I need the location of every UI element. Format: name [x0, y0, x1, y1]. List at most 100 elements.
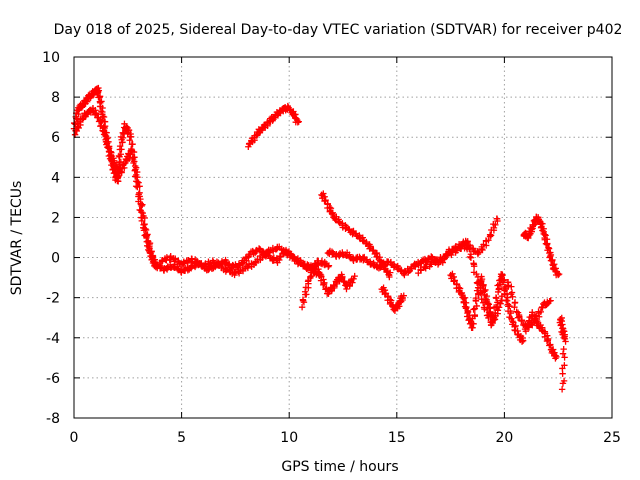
data-point: [514, 314, 522, 321]
series-track-late-end: [556, 314, 569, 393]
x-tick-label: 5: [177, 430, 186, 446]
data-point: [558, 386, 566, 393]
series-track-dip-15h: [378, 284, 407, 314]
x-tick-label: 25: [603, 430, 621, 446]
data-point: [522, 328, 530, 335]
data-point: [115, 173, 122, 180]
data-point: [345, 225, 352, 233]
data-point: [511, 304, 518, 311]
data-point: [335, 218, 342, 225]
data-point: [474, 273, 482, 281]
data-point: [432, 259, 439, 266]
data-point: [196, 260, 203, 267]
data-point: [338, 274, 346, 281]
data-point: [325, 263, 332, 270]
x-axis-label: GPS time / hours: [281, 459, 398, 475]
data-point: [466, 246, 473, 253]
data-point: [92, 110, 100, 117]
data-point: [467, 254, 475, 261]
data-point: [105, 145, 113, 152]
data-point: [471, 311, 479, 319]
data-point: [546, 342, 553, 349]
data-point: [450, 278, 457, 285]
data-point: [116, 142, 124, 150]
data-point: [559, 350, 567, 357]
data-point: [104, 143, 112, 151]
data-point: [109, 160, 117, 167]
data-point: [470, 262, 478, 270]
data-point: [304, 265, 312, 272]
data-point: [336, 253, 343, 260]
data-point: [559, 380, 567, 387]
data-point: [97, 107, 105, 115]
y-tick-label: 0: [51, 251, 60, 267]
data-point: [488, 321, 495, 329]
y-tick-label: 2: [51, 210, 60, 226]
data-point: [319, 281, 327, 289]
data-point: [121, 164, 128, 172]
data-point: [562, 338, 569, 345]
data-point: [137, 195, 144, 203]
data-point: [129, 140, 136, 148]
data-point: [560, 334, 568, 342]
data-point: [494, 307, 502, 314]
data-points: [70, 84, 569, 393]
data-point: [146, 240, 154, 247]
data-point: [381, 290, 388, 298]
y-tick-label: 8: [51, 90, 60, 106]
data-point: [110, 159, 118, 166]
data-point: [400, 292, 407, 299]
data-point: [478, 277, 485, 285]
data-point: [542, 240, 550, 247]
data-point: [95, 94, 102, 101]
data-point: [299, 296, 307, 303]
data-point: [261, 251, 268, 259]
data-point: [204, 266, 212, 274]
data-point: [519, 337, 526, 344]
data-point: [72, 127, 79, 135]
data-point: [482, 286, 489, 294]
data-point: [477, 289, 485, 296]
data-point: [478, 296, 485, 303]
y-tick-label: -2: [46, 291, 60, 307]
data-point: [377, 264, 384, 271]
data-point: [135, 179, 142, 186]
data-point: [479, 246, 486, 254]
data-point: [133, 171, 140, 179]
data-point: [343, 285, 350, 293]
data-point: [492, 294, 500, 301]
data-point: [141, 214, 148, 222]
data-point: [492, 221, 499, 229]
data-point: [557, 321, 565, 328]
data-point: [495, 304, 503, 311]
data-point: [322, 286, 329, 293]
data-point: [139, 201, 146, 208]
data-point: [119, 129, 127, 137]
data-point: [320, 280, 328, 288]
data-point: [346, 253, 353, 260]
data-point: [298, 303, 306, 311]
data-point: [133, 168, 141, 176]
data-point: [163, 266, 171, 273]
data-point: [129, 148, 136, 155]
data-point: [136, 183, 143, 190]
data-point: [559, 370, 566, 377]
data-point: [126, 137, 133, 144]
data-point: [461, 294, 469, 301]
data-point: [555, 270, 563, 278]
plot-frame: [73, 56, 613, 419]
data-point: [486, 231, 494, 238]
data-point: [524, 323, 531, 331]
data-point: [451, 277, 458, 284]
data-point: [473, 302, 480, 310]
data-point: [143, 234, 150, 242]
data-point: [509, 293, 516, 300]
data-point: [301, 288, 309, 295]
data-point: [559, 331, 567, 338]
chart-title: Day 018 of 2025, Sidereal Day-to-day VTE…: [54, 22, 623, 38]
data-point: [466, 253, 474, 261]
data-point: [547, 253, 554, 260]
y-tick-label: -4: [46, 331, 60, 347]
data-point: [533, 318, 540, 326]
